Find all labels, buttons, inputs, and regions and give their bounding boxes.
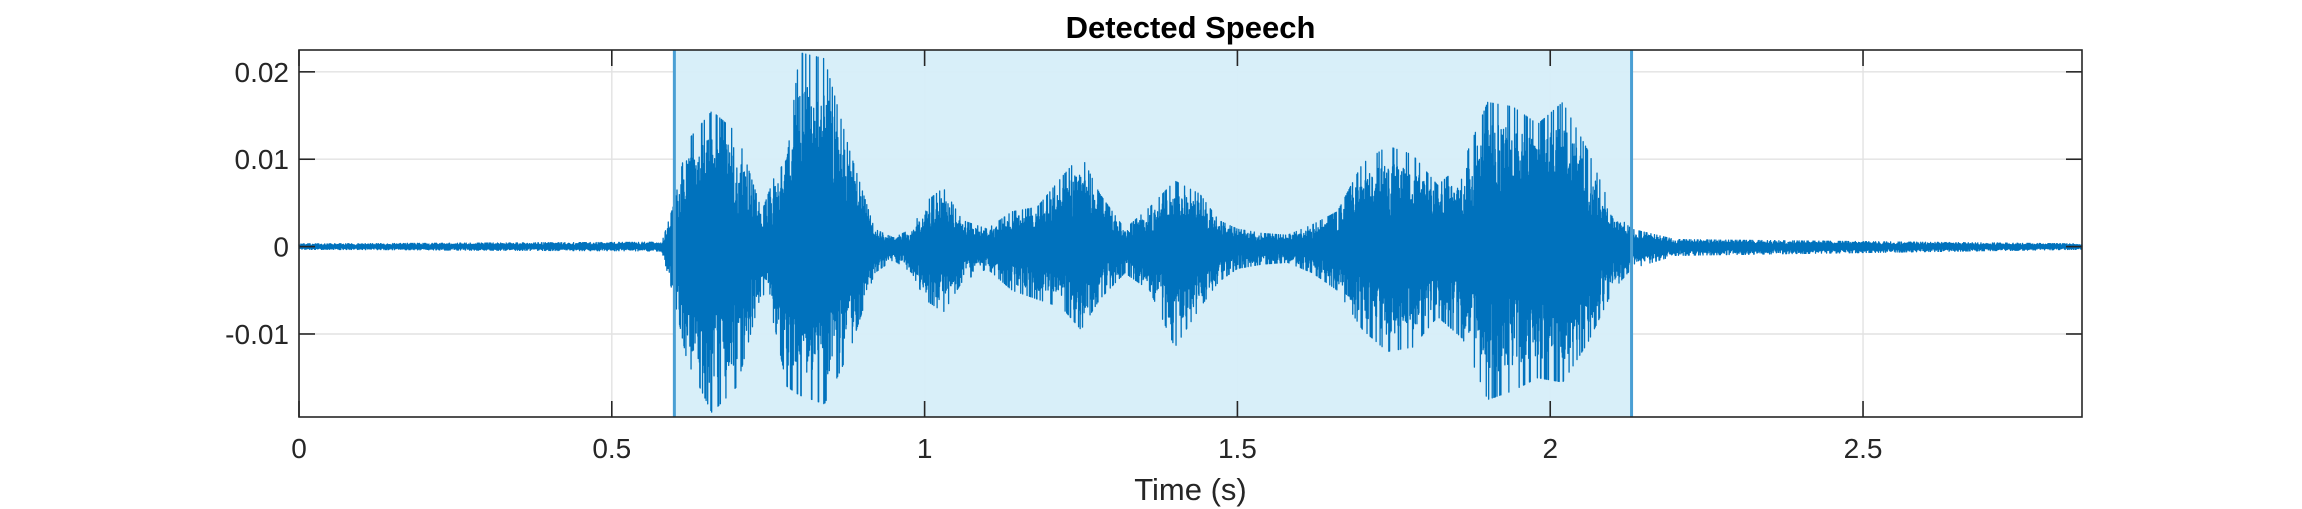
tick-marks bbox=[298, 50, 2082, 417]
chart-title: Detected Speech bbox=[1066, 10, 1316, 45]
x-tick-label: 2 bbox=[1542, 433, 1558, 464]
signal-series bbox=[298, 52, 2083, 413]
plot-area bbox=[298, 49, 2083, 418]
signal-waveform bbox=[298, 52, 2083, 413]
y-tick-label: 0.01 bbox=[235, 144, 290, 175]
axes-box bbox=[298, 49, 2083, 418]
y-tick-label: 0.02 bbox=[235, 57, 290, 88]
y-tick-labels: 0.02 0.01 0 -0.01 bbox=[225, 57, 289, 350]
x-tick-label: 2.5 bbox=[1844, 433, 1883, 464]
x-axis-label: Time (s) bbox=[1134, 472, 1247, 507]
y-tick-label: -0.01 bbox=[225, 319, 289, 350]
x-tick-label: 0 bbox=[291, 433, 307, 464]
x-tick-label: 1 bbox=[917, 433, 933, 464]
x-tick-labels: 0 0.5 1 1.5 2 2.5 bbox=[291, 433, 1882, 464]
y-tick-label: 0 bbox=[273, 232, 289, 263]
region-boundaries bbox=[672, 50, 1634, 417]
x-tick-label: 0.5 bbox=[592, 433, 631, 464]
x-tick-label: 1.5 bbox=[1218, 433, 1257, 464]
